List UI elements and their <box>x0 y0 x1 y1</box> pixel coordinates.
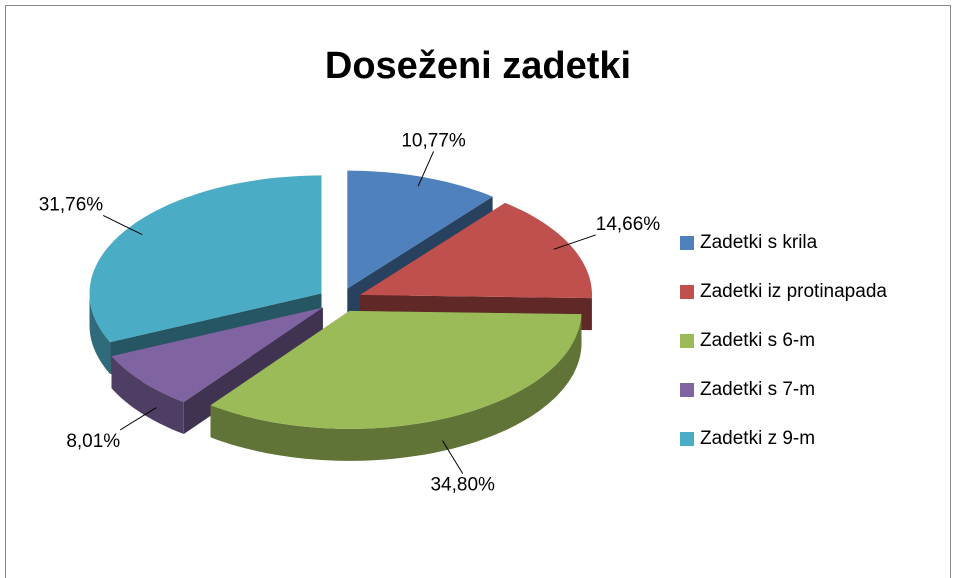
legend-label: Zadetki s 7-m <box>700 379 815 400</box>
leader-line <box>417 151 435 187</box>
slice-side <box>111 356 184 434</box>
slice <box>347 170 493 289</box>
data-label: 14,66% <box>596 214 661 235</box>
slice <box>360 202 592 299</box>
legend-swatch <box>680 236 694 250</box>
data-label: 34,80% <box>430 475 495 496</box>
legend-label: Zadetki z 9-m <box>700 428 815 449</box>
legend-label: Zadetki s 6-m <box>700 330 815 351</box>
data-label: 31,76% <box>39 194 104 215</box>
legend-swatch <box>680 383 694 397</box>
slice-side <box>89 293 111 375</box>
leader-line <box>553 234 596 250</box>
slice <box>111 307 323 402</box>
legend-swatch <box>680 334 694 348</box>
slice-side <box>210 314 582 461</box>
slice <box>210 310 582 429</box>
leader-line <box>119 407 157 431</box>
legend-label: Zadetki s krila <box>700 232 818 253</box>
legend-swatch <box>680 285 694 299</box>
data-label: 10,77% <box>401 130 466 151</box>
leader-line <box>442 440 464 474</box>
leader-line <box>102 215 143 236</box>
chart-title: Doseženi zadetki <box>325 45 631 87</box>
slice <box>89 175 322 343</box>
legend-swatch <box>680 432 694 446</box>
legend-label: Zadetki iz protinapada <box>700 281 887 302</box>
data-label: 8,01% <box>66 431 120 452</box>
